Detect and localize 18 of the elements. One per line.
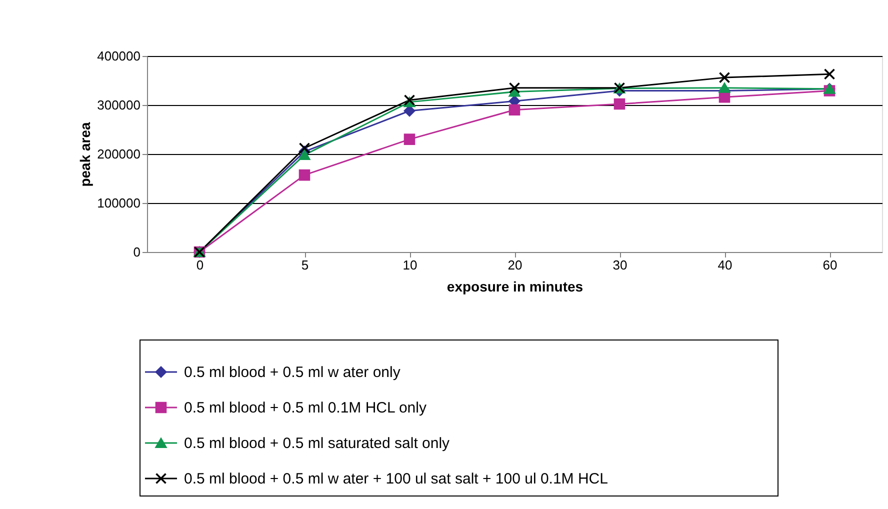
y-tick-label: 0 (133, 244, 140, 260)
x-tick-label: 60 (822, 258, 838, 272)
legend-label: 0.5 ml blood + 0.5 ml 0.1M HCL only (184, 400, 427, 416)
legend-label: 0.5 ml blood + 0.5 ml w ater only (184, 364, 401, 381)
y-tick-label: 100000 (97, 196, 140, 210)
x-tick-label: 10 (402, 258, 418, 272)
legend-label: 0.5 ml blood + 0.5 ml w ater + 100 ul sat salt + 100 ul 0.1M HCL (184, 470, 608, 488)
x-tick-label: 5 (301, 258, 309, 272)
y-tick-label: 200000 (97, 146, 140, 162)
y-axis-title: peak area (77, 122, 94, 187)
x-tick-label: 0 (196, 258, 204, 272)
x-tick-label: 40 (718, 258, 732, 272)
y-tick-label: 400000 (97, 48, 140, 64)
x-tick-label: 20 (508, 258, 522, 272)
y-tick-label: 300000 (97, 98, 140, 112)
x-tick-label: 30 (612, 258, 628, 272)
x-axis-title: exposure in minutes (446, 278, 584, 294)
legend-label: 0.5 ml blood + 0.5 ml saturated salt only (184, 435, 450, 452)
